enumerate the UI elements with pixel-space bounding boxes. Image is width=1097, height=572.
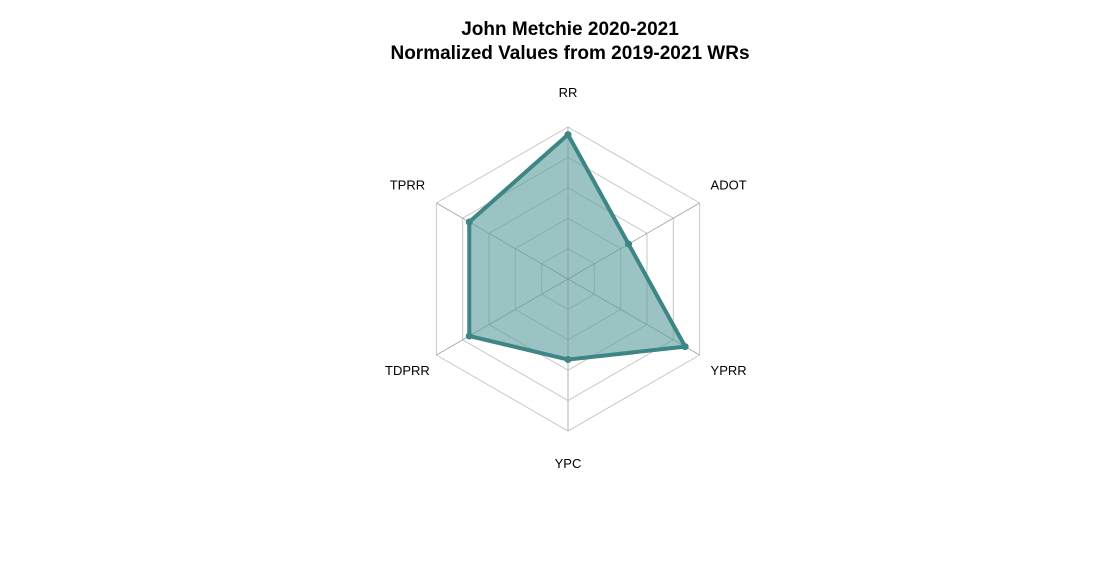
axis-label-tdprr: TDPRR	[385, 363, 430, 378]
data-point-adot	[625, 240, 633, 248]
chart-title-block: John Metchie 2020-2021 Normalized Values…	[0, 18, 1097, 66]
data-point-yprr	[681, 343, 689, 351]
axis-label-yprr: YPRR	[711, 363, 747, 378]
radar-series	[465, 131, 689, 364]
chart-subtitle: Normalized Values from 2019-2021 WRs	[390, 43, 750, 64]
series-area-1	[469, 134, 686, 360]
chart-title: John Metchie 2020-2021	[461, 19, 679, 40]
data-point-ypc	[564, 356, 572, 364]
axis-label-tprr: TPRR	[390, 178, 425, 193]
data-point-tprr	[465, 218, 473, 226]
radar-axis-labels: RR ADOT YPRR YPC TDPRR TPRR	[385, 85, 747, 471]
axis-label-ypc: YPC	[555, 456, 582, 471]
axis-label-rr: RR	[559, 85, 578, 100]
axis-label-adot: ADOT	[711, 178, 747, 193]
data-point-rr	[564, 131, 572, 139]
data-point-tdprr	[465, 332, 473, 340]
